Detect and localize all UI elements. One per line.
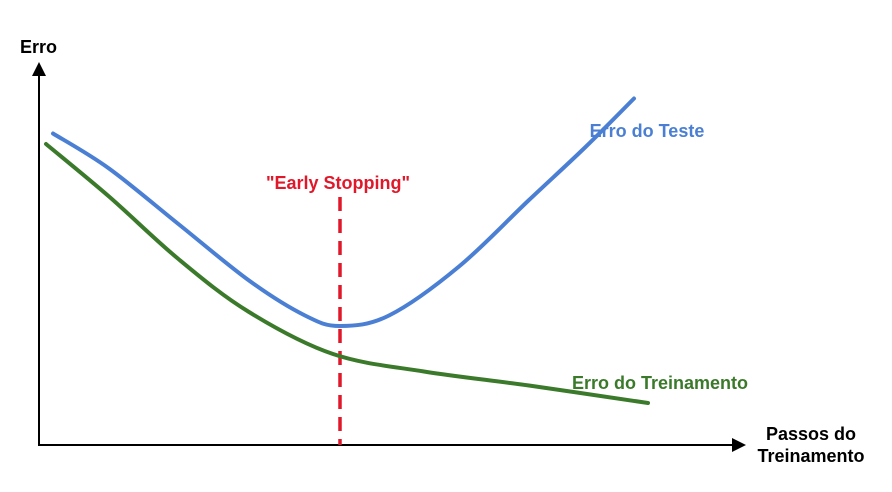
series-label-test: Erro do Teste: [590, 121, 705, 141]
series-line-train: [44, 142, 650, 405]
series-line-test: [51, 96, 636, 329]
x-axis-label-line2: Treinamento: [757, 446, 864, 466]
x-axis-arrow: [732, 438, 746, 452]
y-axis-arrow: [32, 62, 46, 76]
x-axis-label-line1: Passos do: [766, 424, 856, 444]
early-stopping-label: "Early Stopping": [266, 173, 410, 193]
series-label-train: Erro do Treinamento: [572, 373, 748, 393]
y-axis-label: Erro: [20, 37, 57, 57]
